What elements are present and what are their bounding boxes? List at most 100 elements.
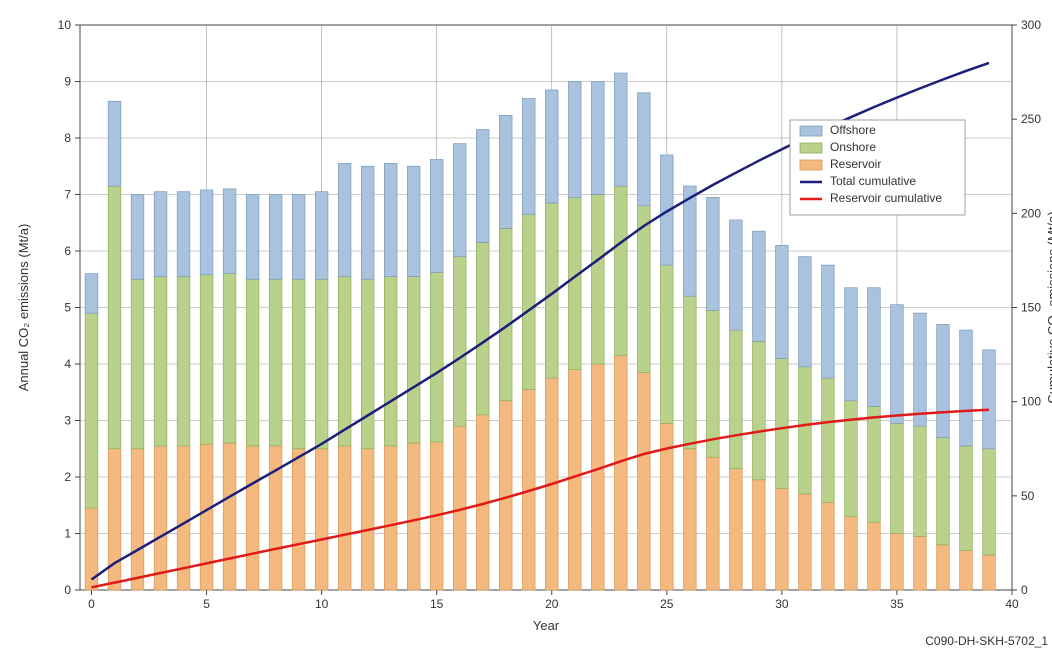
bar-offshore bbox=[200, 190, 213, 275]
bar-offshore bbox=[453, 144, 466, 257]
bar-offshore bbox=[246, 195, 259, 280]
bar-onshore bbox=[960, 446, 973, 551]
bar-offshore bbox=[845, 288, 858, 401]
tick-label-right: 100 bbox=[1021, 395, 1041, 409]
bar-reservoir bbox=[568, 370, 581, 590]
tick-label-right: 300 bbox=[1021, 18, 1041, 32]
bar-reservoir bbox=[730, 469, 743, 590]
tick-label-bottom: 25 bbox=[660, 597, 674, 611]
bar-reservoir bbox=[960, 550, 973, 590]
tick-label-left: 9 bbox=[64, 75, 71, 89]
tick-label-left: 10 bbox=[58, 18, 72, 32]
legend-swatch bbox=[800, 143, 822, 153]
bar-offshore bbox=[822, 265, 835, 378]
bar-onshore bbox=[499, 228, 512, 400]
legend-label: Onshore bbox=[830, 140, 876, 154]
bar-onshore bbox=[131, 279, 144, 449]
tick-label-right: 250 bbox=[1021, 112, 1041, 126]
bar-reservoir bbox=[776, 488, 789, 590]
tick-label-left: 5 bbox=[64, 301, 71, 315]
legend-label: Total cumulative bbox=[830, 174, 916, 188]
tick-label-left: 3 bbox=[64, 414, 71, 428]
bar-offshore bbox=[338, 163, 351, 276]
bar-reservoir bbox=[845, 517, 858, 590]
tick-label-left: 2 bbox=[64, 470, 71, 484]
bar-reservoir bbox=[292, 449, 305, 590]
bar-offshore bbox=[223, 189, 236, 274]
bar-reservoir bbox=[200, 444, 213, 590]
bar-onshore bbox=[292, 279, 305, 449]
bar-offshore bbox=[776, 245, 789, 358]
bar-reservoir bbox=[614, 356, 627, 590]
tick-label-bottom: 40 bbox=[1005, 597, 1019, 611]
bar-onshore bbox=[730, 330, 743, 468]
bar-reservoir bbox=[407, 443, 420, 590]
bar-onshore bbox=[85, 313, 98, 508]
bar-onshore bbox=[776, 358, 789, 488]
bar-offshore bbox=[476, 130, 489, 243]
bar-onshore bbox=[361, 279, 374, 449]
bar-offshore bbox=[868, 288, 881, 407]
bar-offshore bbox=[568, 82, 581, 198]
bar-reservoir bbox=[868, 522, 881, 590]
bar-reservoir bbox=[983, 555, 996, 590]
bar-offshore bbox=[430, 159, 443, 272]
bar-offshore bbox=[315, 192, 328, 280]
bar-offshore bbox=[591, 82, 604, 195]
tick-label-right: 50 bbox=[1021, 489, 1035, 503]
bar-offshore bbox=[730, 220, 743, 330]
bar-offshore bbox=[960, 330, 973, 446]
bar-reservoir bbox=[799, 494, 812, 590]
bar-reservoir bbox=[591, 364, 604, 590]
bar-reservoir bbox=[937, 545, 950, 590]
bar-reservoir bbox=[891, 534, 904, 591]
bar-onshore bbox=[983, 449, 996, 555]
figure-code: C090-DH-SKH-5702_1 bbox=[925, 634, 1048, 648]
tick-label-bottom: 20 bbox=[545, 597, 559, 611]
tick-label-right: 150 bbox=[1021, 301, 1041, 315]
bar-reservoir bbox=[246, 446, 259, 590]
bar-onshore bbox=[568, 197, 581, 369]
bar-onshore bbox=[683, 296, 696, 449]
bar-reservoir bbox=[637, 372, 650, 590]
bar-offshore bbox=[637, 93, 650, 206]
bar-offshore bbox=[707, 197, 720, 310]
bar-offshore bbox=[361, 166, 374, 279]
legend-swatch bbox=[800, 126, 822, 136]
bar-offshore bbox=[108, 101, 121, 186]
tick-label-left: 7 bbox=[64, 188, 71, 202]
tick-label-left: 6 bbox=[64, 244, 71, 258]
tick-label-bottom: 10 bbox=[315, 597, 329, 611]
tick-label-bottom: 35 bbox=[890, 597, 904, 611]
tick-label-bottom: 5 bbox=[203, 597, 210, 611]
tick-label-right: 0 bbox=[1021, 583, 1028, 597]
bar-offshore bbox=[292, 195, 305, 280]
bar-offshore bbox=[545, 90, 558, 203]
tick-label-right: 200 bbox=[1021, 206, 1041, 220]
legend-swatch bbox=[800, 160, 822, 170]
bar-offshore bbox=[177, 192, 190, 277]
co2-emissions-chart: 0123456789100501001502002503000510152025… bbox=[0, 0, 1052, 651]
bar-reservoir bbox=[914, 536, 927, 590]
bar-onshore bbox=[753, 341, 766, 479]
bar-reservoir bbox=[753, 480, 766, 590]
bar-onshore bbox=[430, 272, 443, 442]
bar-onshore bbox=[384, 276, 397, 446]
bar-offshore bbox=[384, 163, 397, 276]
bar-reservoir bbox=[223, 443, 236, 590]
bar-offshore bbox=[154, 192, 167, 277]
bar-offshore bbox=[407, 166, 420, 276]
bar-onshore bbox=[476, 243, 489, 415]
bar-onshore bbox=[522, 214, 535, 389]
bar-onshore bbox=[154, 276, 167, 446]
bar-offshore bbox=[983, 350, 996, 449]
tick-label-bottom: 30 bbox=[775, 597, 789, 611]
bar-onshore bbox=[822, 378, 835, 502]
bar-reservoir bbox=[384, 446, 397, 590]
bar-onshore bbox=[937, 437, 950, 544]
bar-onshore bbox=[407, 276, 420, 443]
bar-offshore bbox=[499, 115, 512, 228]
x-axis-label: Year bbox=[533, 618, 560, 633]
bar-reservoir bbox=[707, 457, 720, 590]
bar-onshore bbox=[660, 265, 673, 423]
